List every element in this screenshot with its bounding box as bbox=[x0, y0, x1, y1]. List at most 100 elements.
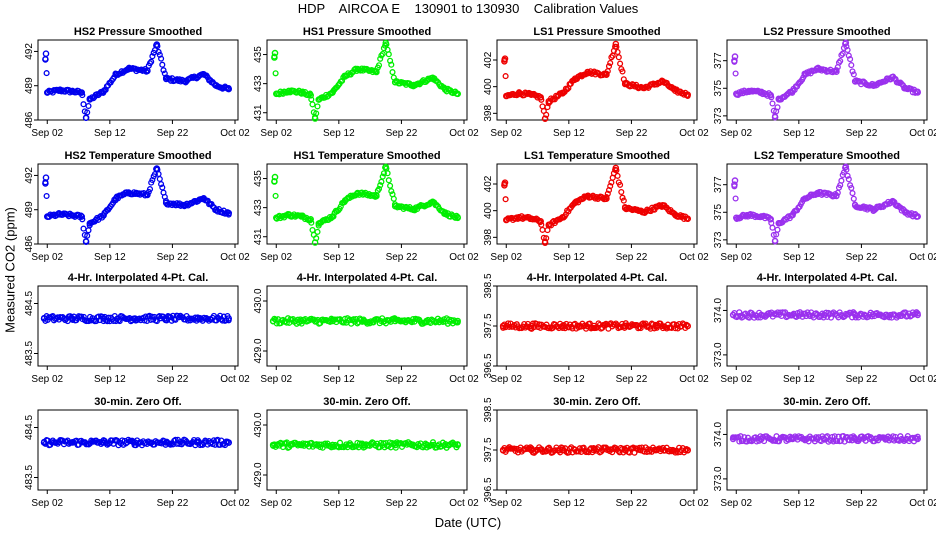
y-tick-label: 433 bbox=[253, 75, 264, 92]
y-tick-label: 398 bbox=[483, 105, 494, 122]
data-point bbox=[537, 217, 545, 225]
y-tick-label: 396.5 bbox=[483, 477, 494, 502]
data-point bbox=[148, 313, 155, 320]
data-point bbox=[454, 90, 462, 98]
data-point bbox=[149, 176, 156, 184]
data-point bbox=[40, 315, 48, 322]
data-point bbox=[850, 195, 857, 202]
data-point bbox=[789, 311, 796, 319]
x-tick-label: Sep 22 bbox=[846, 128, 878, 139]
series-HS2 bbox=[40, 436, 232, 449]
data-point bbox=[671, 87, 679, 94]
series-HS2 bbox=[42, 41, 232, 121]
data-point bbox=[914, 89, 922, 96]
data-point bbox=[590, 322, 598, 330]
data-point bbox=[774, 226, 781, 233]
data-point bbox=[162, 439, 170, 446]
data-point bbox=[843, 166, 850, 173]
x-tick-label: Sep 12 bbox=[323, 374, 355, 385]
data-point bbox=[86, 220, 94, 227]
x-tick-label: Sep 02 bbox=[720, 498, 752, 509]
x-tick-label: Sep 12 bbox=[783, 128, 815, 139]
data-point bbox=[272, 192, 279, 199]
data-point bbox=[584, 192, 591, 200]
data-point bbox=[889, 73, 897, 81]
data-point bbox=[42, 50, 50, 58]
data-point bbox=[871, 81, 878, 88]
data-point bbox=[801, 71, 809, 78]
data-point bbox=[850, 71, 857, 78]
y-tick-label: 489 bbox=[24, 77, 35, 94]
y-tick-label: 397.5 bbox=[483, 313, 494, 338]
x-tick-label: Sep 12 bbox=[94, 128, 126, 139]
data-point bbox=[580, 444, 587, 451]
y-tick-label: 433 bbox=[253, 199, 264, 216]
x-tick-label: Sep 22 bbox=[386, 252, 418, 263]
data-point bbox=[771, 237, 779, 245]
x-tick-label: Sep 12 bbox=[94, 498, 126, 509]
data-point bbox=[619, 68, 626, 75]
series-LS1 bbox=[499, 320, 692, 332]
x-tick-label: Sep 22 bbox=[157, 374, 189, 385]
data-point bbox=[391, 78, 399, 86]
y-tick-label: 375 bbox=[713, 79, 724, 96]
data-point bbox=[78, 89, 85, 96]
x-tick-label: Oct 02 bbox=[220, 374, 250, 385]
panel-title: 4-Hr. Interpolated 4-Pt. Cal. bbox=[68, 272, 209, 284]
data-point bbox=[621, 322, 629, 330]
data-point bbox=[775, 96, 783, 103]
data-point bbox=[545, 221, 553, 229]
data-point bbox=[200, 314, 208, 321]
data-point bbox=[789, 87, 796, 95]
data-point bbox=[80, 313, 87, 320]
data-point bbox=[603, 71, 610, 78]
x-tick-label: Sep 12 bbox=[323, 252, 355, 263]
data-point bbox=[515, 213, 523, 221]
data-point bbox=[131, 439, 139, 446]
data-point bbox=[391, 317, 399, 325]
data-point bbox=[341, 73, 349, 80]
data-point bbox=[814, 65, 821, 73]
data-point bbox=[388, 188, 395, 195]
data-point bbox=[385, 51, 392, 58]
data-point bbox=[194, 315, 201, 322]
data-point bbox=[112, 71, 120, 78]
data-point bbox=[847, 56, 854, 63]
data-point bbox=[729, 435, 737, 443]
data-point bbox=[321, 217, 328, 224]
x-tick-label: Oct 02 bbox=[449, 128, 479, 139]
y-tick-label: 398.5 bbox=[483, 273, 494, 298]
data-point bbox=[844, 172, 851, 179]
data-point bbox=[564, 86, 571, 93]
data-point bbox=[671, 211, 679, 218]
data-point bbox=[143, 68, 150, 75]
data-point bbox=[42, 174, 50, 181]
data-point bbox=[309, 226, 316, 234]
data-point bbox=[156, 175, 163, 183]
y-tick-label: 429.0 bbox=[253, 338, 264, 363]
x-tick-label: Oct 02 bbox=[679, 498, 709, 509]
data-point bbox=[870, 206, 878, 213]
series-LS1 bbox=[501, 164, 692, 246]
data-point bbox=[851, 311, 859, 319]
data-point bbox=[375, 62, 383, 69]
data-point bbox=[539, 226, 546, 233]
data-point bbox=[271, 173, 279, 181]
data-point bbox=[194, 439, 201, 446]
data-point bbox=[541, 115, 549, 122]
data-point bbox=[619, 194, 626, 201]
data-point bbox=[745, 87, 753, 95]
data-point bbox=[640, 208, 648, 216]
data-point bbox=[389, 69, 396, 76]
x-tick-label: Sep 02 bbox=[31, 498, 63, 509]
panel-2: HS1 Pressure Smoothed 431 433 435 Sep 02 Sep … bbox=[253, 26, 479, 139]
plot-frame bbox=[726, 285, 928, 367]
y-tick-label: 483.5 bbox=[24, 465, 35, 490]
panel-9: 4-Hr. Interpolated 4-Pt. Cal. 483.5 484.5 S… bbox=[24, 272, 250, 385]
y-tick-label: 397.5 bbox=[483, 437, 494, 462]
data-point bbox=[385, 177, 392, 184]
y-tick-label: 435 bbox=[253, 170, 264, 187]
data-point bbox=[640, 84, 648, 92]
data-point bbox=[603, 195, 610, 202]
data-point bbox=[731, 181, 738, 188]
